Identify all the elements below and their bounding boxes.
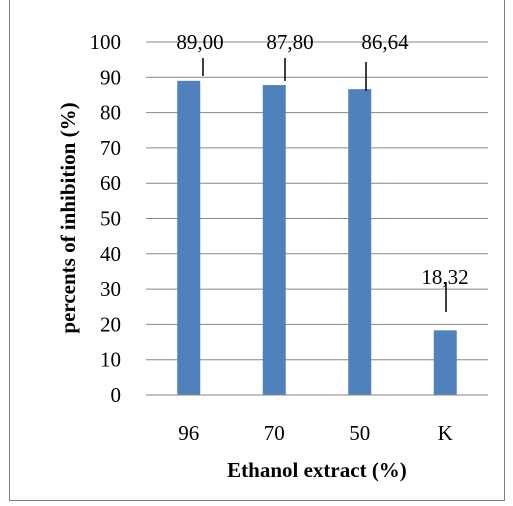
y-tick-label: 70 xyxy=(100,136,121,160)
data-label: 89,00 xyxy=(176,30,223,54)
y-axis-title: percents of inhibition (%) xyxy=(56,102,80,333)
x-tick-label: 96 xyxy=(178,421,199,445)
y-tick-label: 10 xyxy=(100,348,121,372)
x-tick-label: K xyxy=(438,421,453,445)
data-label-leaders xyxy=(202,58,447,312)
y-tick-label: 80 xyxy=(100,101,121,125)
bar xyxy=(262,85,286,395)
data-label: 87,80 xyxy=(266,30,313,54)
y-tick-label: 20 xyxy=(100,312,121,336)
data-labels: 89,00 87,80 86,64 18,32 xyxy=(176,30,468,289)
y-tick-label: 30 xyxy=(100,277,121,301)
x-tick-labels: 96 70 50 K xyxy=(178,421,453,445)
y-tick-labels: 0 10 20 30 40 50 60 70 80 90 100 xyxy=(90,30,122,407)
y-tick-label: 100 xyxy=(90,30,122,54)
gridlines xyxy=(146,41,488,361)
x-tick-label: 50 xyxy=(349,421,370,445)
y-tick-label: 60 xyxy=(100,171,121,195)
data-label: 86,64 xyxy=(361,30,409,54)
y-tick-label: 0 xyxy=(111,383,122,407)
chart-frame xyxy=(9,0,505,501)
data-label: 18,32 xyxy=(421,265,468,289)
x-tick-label: 70 xyxy=(264,421,285,445)
y-tick-label: 50 xyxy=(100,207,121,231)
bar-series xyxy=(177,80,457,395)
bar xyxy=(348,89,372,395)
y-tick-label: 40 xyxy=(100,242,121,266)
bar xyxy=(177,80,201,395)
y-tick-label: 90 xyxy=(100,65,121,89)
x-axis-title: Ethanol extract (%) xyxy=(227,458,407,482)
bar xyxy=(433,330,457,395)
